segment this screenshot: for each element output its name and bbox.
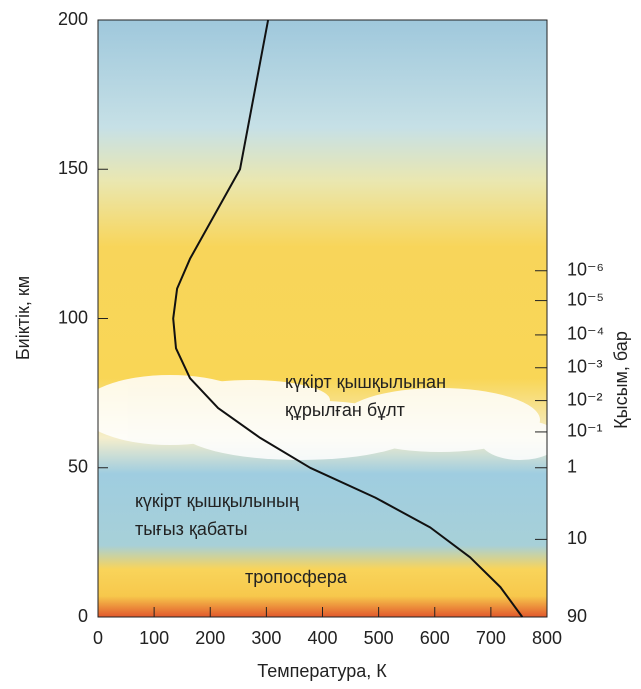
- x-tick-label: 700: [476, 628, 506, 648]
- x-tick-label: 500: [364, 628, 394, 648]
- y-axis-label: Биіктік, км: [13, 276, 33, 360]
- annotation: тығыз қабаты: [135, 519, 248, 539]
- y-tick-label: 100: [58, 307, 88, 327]
- x-tick-label: 300: [251, 628, 281, 648]
- x-tick-label: 400: [307, 628, 337, 648]
- x-axis-label: Температура, К: [257, 661, 387, 681]
- y2-tick-label: 10: [567, 528, 587, 548]
- annotation: күкірт қышқылынан: [285, 372, 446, 392]
- annotation: тропосфера: [245, 567, 348, 587]
- annotation: күкірт қышқылының: [135, 491, 299, 511]
- y2-tick-label: 1: [567, 457, 577, 477]
- y2-tick-label: 10⁻⁵: [567, 289, 604, 309]
- clouds: [80, 375, 560, 460]
- x-tick-label: 600: [420, 628, 450, 648]
- annotation: құрылған бұлт: [285, 400, 405, 420]
- x-tick-label: 100: [139, 628, 169, 648]
- y2-axis-label: Қысым, бар: [611, 331, 631, 429]
- y2-tick-label: 10⁻⁴: [567, 324, 604, 344]
- x-tick-label: 0: [93, 628, 103, 648]
- x-tick-label: 800: [532, 628, 562, 648]
- y-tick-label: 0: [78, 606, 88, 626]
- y2-tick-label: 10⁻¹: [567, 421, 603, 441]
- y2-tick-label: 90: [567, 606, 587, 626]
- temperature-line: [172, 19, 524, 618]
- y2-tick-label: 10⁻⁶: [567, 259, 604, 279]
- y2-tick-label: 10⁻²: [567, 389, 603, 409]
- y-tick-label: 50: [68, 457, 88, 477]
- y-tick-label: 200: [58, 9, 88, 29]
- y2-tick-label: 10⁻³: [567, 357, 603, 377]
- x-tick-label: 200: [195, 628, 225, 648]
- y-tick-label: 150: [58, 158, 88, 178]
